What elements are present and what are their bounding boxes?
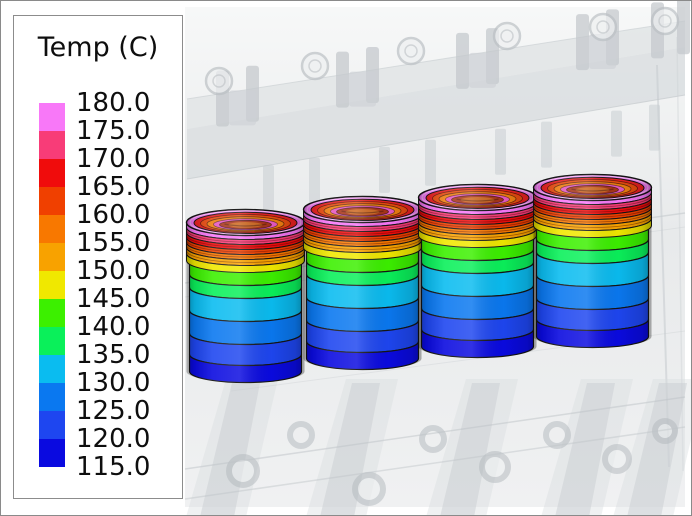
legend-color-swatch (39, 411, 65, 439)
legend-tick-label: 180.0 (76, 88, 151, 118)
legend-color-swatch (39, 299, 65, 327)
legend-tick-label: 145.0 (76, 284, 151, 314)
legend-color-swatch (39, 187, 65, 215)
legend-scale: 180.0 175.0 170.0 165.0 160.0 155.0 150.0 145.0… (14, 89, 182, 481)
legend-tick-label: 155.0 (76, 228, 151, 258)
legend-color-swatch (39, 271, 65, 299)
legend-color-swatch (39, 327, 65, 355)
cylinder-liner-4 (532, 173, 653, 349)
cylinder-liner-1 (185, 208, 306, 384)
legend-tick-label: 135.0 (76, 340, 151, 370)
legend-color-swatch (39, 243, 65, 271)
legend-color-swatch (39, 103, 65, 131)
legend-tick-label: 140.0 (76, 312, 151, 342)
cylinder-liner-3 (417, 183, 538, 359)
legend-color-swatch (39, 355, 65, 383)
legend-tick-label: 125.0 (76, 396, 151, 426)
legend-panel: Temp (C) 180.0 175.0 170.0 165.0 160.0 155.0 1… (13, 15, 183, 499)
legend-tick-label: 115.0 (76, 452, 151, 482)
legend-title: Temp (C) (37, 32, 159, 63)
legend-color-swatch (39, 383, 65, 411)
cylinder-liner-2 (302, 195, 423, 371)
legend-color-swatch (39, 159, 65, 187)
legend-tick-label: 175.0 (76, 116, 151, 146)
legend-tick-label: 170.0 (76, 144, 151, 174)
legend-tick-label: 150.0 (76, 256, 151, 286)
legend-color-swatch (39, 439, 65, 467)
legend-colorbar (39, 103, 65, 467)
legend-tick-label: 130.0 (76, 368, 151, 398)
legend-tick-label: 160.0 (76, 200, 151, 230)
legend-color-swatch (39, 131, 65, 159)
legend-tick-label: 165.0 (76, 172, 151, 202)
legend-tick-label: 120.0 (76, 424, 151, 454)
legend-color-swatch (39, 215, 65, 243)
